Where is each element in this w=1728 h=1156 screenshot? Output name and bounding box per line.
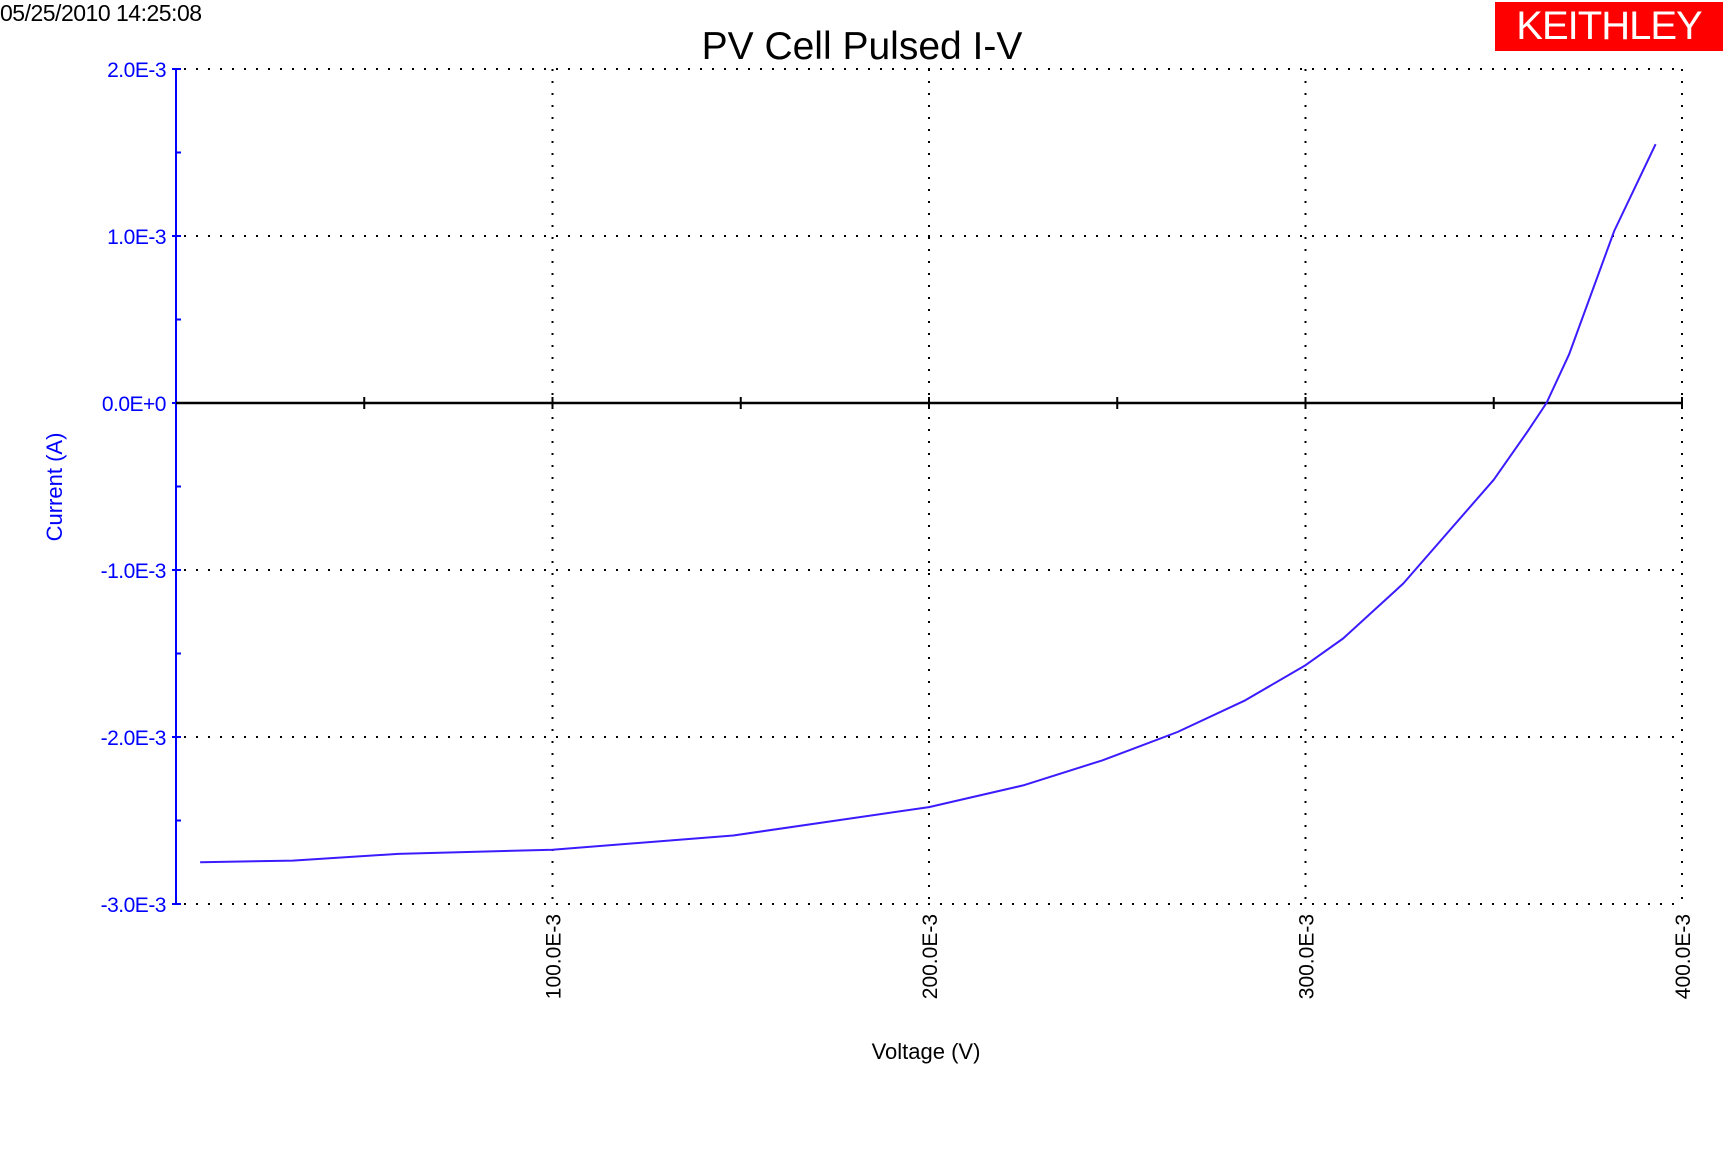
y-tick-label: 2.0E-3	[107, 59, 166, 82]
y-axis-label: Current (A)	[42, 433, 67, 542]
y-tick-label: -3.0E-3	[101, 894, 166, 917]
y-tick-label: -1.0E-3	[101, 560, 166, 583]
x-tick-label: 400.0E-3	[1672, 914, 1695, 999]
grid	[184, 68, 1683, 905]
timestamp: 05/25/2010 14:25:08	[0, 0, 202, 26]
x-tick-label: 200.0E-3	[919, 914, 942, 999]
y-tick-label: -2.0E-3	[101, 727, 166, 750]
series	[200, 143, 1657, 864]
axes	[172, 68, 1683, 905]
iv-curve-line	[200, 143, 1657, 864]
x-axis-label: Voltage (V)	[872, 1039, 981, 1064]
tick-labels: 2.0E-3 1.0E-3 0.0E+0 -1.0E-3 -2.0E-3 -3.0E-3 1…	[101, 59, 1695, 999]
y-tick-label: 1.0E-3	[107, 226, 166, 249]
x-tick-label: 100.0E-3	[543, 914, 566, 999]
x-tick-label: 300.0E-3	[1296, 914, 1319, 999]
chart-title: PV Cell Pulsed I-V	[702, 25, 1023, 68]
keithley-logo: KEITHLEY	[1495, 2, 1723, 51]
y-tick-label: 0.0E+0	[102, 393, 166, 416]
